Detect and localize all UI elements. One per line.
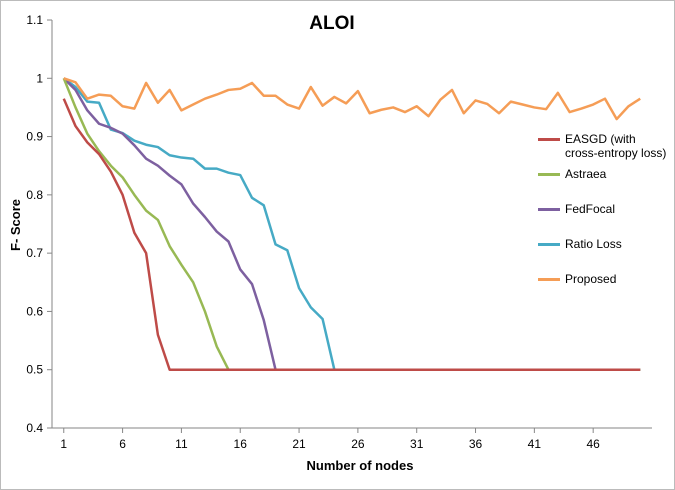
x-tick-label: 21: [292, 437, 306, 451]
x-tick-label: 16: [234, 437, 248, 451]
y-tick-label: 1.1: [26, 13, 43, 27]
x-tick-label: 26: [351, 437, 365, 451]
y-tick-label: 0.9: [26, 130, 43, 144]
x-tick-label: 36: [469, 437, 483, 451]
y-tick-label: 1: [36, 71, 43, 85]
legend-label: EASGD (with cross-entropy loss): [565, 132, 667, 160]
series-line: [63, 77, 641, 121]
legend-entry: Astraea: [538, 167, 668, 202]
y-tick-label: 0.8: [26, 188, 43, 202]
x-tick-label: 1: [60, 437, 67, 451]
x-tick-label: 41: [528, 437, 542, 451]
legend-entry: Ratio Loss: [538, 237, 668, 272]
legend-label: Ratio Loss: [565, 237, 622, 251]
legend-label: FedFocal: [565, 202, 616, 216]
x-tick-label: 46: [586, 437, 600, 451]
y-axis-label: F- Score: [8, 199, 23, 251]
legend-entry: Proposed: [538, 272, 668, 307]
legend-label: Proposed: [565, 272, 617, 286]
legend-swatch: [538, 278, 560, 281]
legend-entry: FedFocal: [538, 202, 668, 237]
legend-label: Astraea: [565, 167, 607, 181]
legend: EASGD (with cross-entropy loss) Astraea Fe…: [538, 132, 668, 307]
x-axis-label: Number of nodes: [307, 458, 414, 473]
x-tick-label: 6: [119, 437, 126, 451]
y-tick-label: 0.5: [26, 363, 43, 377]
legend-entry: EASGD (with cross-entropy loss): [538, 132, 668, 167]
y-tick-label: 0.6: [26, 304, 43, 318]
x-tick-label: 31: [410, 437, 424, 451]
legend-swatch: [538, 208, 560, 211]
y-tick-label: 0.7: [26, 246, 43, 260]
legend-swatch: [538, 243, 560, 246]
y-tick-label: 0.4: [26, 421, 43, 435]
legend-swatch: [538, 138, 560, 141]
legend-swatch: [538, 173, 560, 176]
series-line: [62, 98, 641, 371]
chart-title: ALOI: [309, 13, 354, 34]
x-tick-label: 11: [175, 437, 188, 451]
